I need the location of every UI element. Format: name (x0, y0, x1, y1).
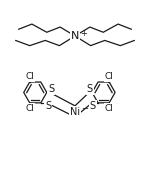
Text: N: N (71, 31, 79, 41)
Text: S: S (90, 101, 96, 111)
Text: S: S (45, 101, 51, 111)
Text: Cl: Cl (105, 104, 114, 113)
Text: Cl: Cl (25, 104, 34, 113)
Text: Ni: Ni (70, 107, 80, 117)
Text: Cl: Cl (25, 72, 34, 81)
Text: S: S (87, 84, 93, 94)
Text: +: + (81, 29, 87, 38)
Text: −: − (81, 105, 88, 114)
Text: Cl: Cl (105, 72, 114, 81)
Text: S: S (48, 84, 54, 94)
